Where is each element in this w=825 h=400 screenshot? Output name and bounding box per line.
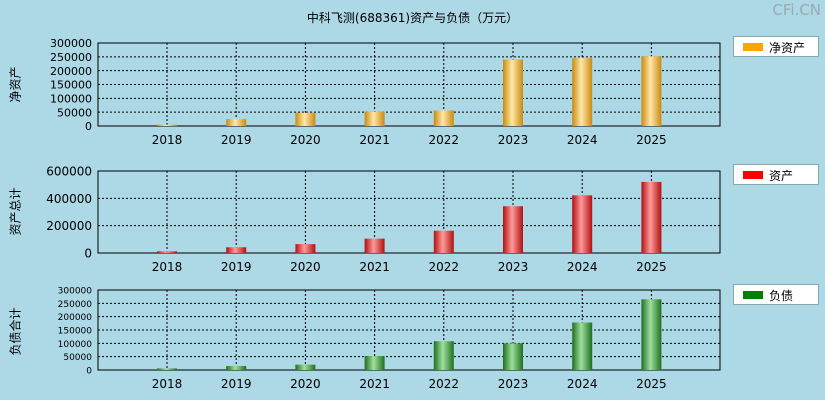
bar-liabilities-2025 [641, 299, 662, 370]
x-tick-label-net-assets: 2021 [359, 133, 390, 147]
bar-total-assets-2023 [503, 206, 523, 253]
bar-liabilities-2020 [295, 364, 316, 370]
x-tick-label-liabilities: 2020 [290, 377, 321, 391]
legend-net-assets: 净资产 [733, 36, 819, 57]
x-tick-label-total-assets: 2025 [636, 260, 667, 274]
legend-label-total-assets: 资产 [769, 169, 794, 183]
bar-net-assets-2023 [503, 59, 523, 126]
x-tick-label-liabilities: 2018 [152, 377, 183, 391]
bar-liabilities-2018 [157, 368, 177, 370]
x-tick-label-net-assets: 2023 [498, 133, 529, 147]
legend-swatch-net-assets [743, 43, 763, 51]
x-tick-label-net-assets: 2019 [221, 133, 252, 147]
bar-total-assets-2018 [157, 251, 177, 253]
legend-swatch-total-assets [743, 171, 763, 179]
y-tick-label-liabilities: 100000 [58, 340, 93, 350]
y-tick-label-total-assets: 400000 [46, 192, 92, 206]
legend-liabilities: 负债 [733, 284, 819, 305]
bar-liabilities-2021 [364, 356, 385, 370]
x-tick-label-liabilities: 2021 [359, 377, 390, 391]
bar-liabilities-2019 [226, 366, 247, 370]
x-tick-label-liabilities: 2022 [429, 377, 460, 391]
legend-label-net-assets: 净资产 [769, 41, 806, 55]
x-tick-label-total-assets: 2022 [429, 260, 460, 274]
x-tick-label-net-assets: 2024 [567, 133, 598, 147]
plot-area-total-assets [97, 170, 721, 254]
bar-liabilities-2023 [503, 343, 523, 370]
x-tick-label-liabilities: 2024 [567, 377, 598, 391]
y-tick-label-liabilities: 0 [86, 366, 92, 376]
bar-total-assets-2025 [641, 181, 662, 253]
x-tick-label-liabilities: 2025 [636, 377, 667, 391]
legend-total-assets: 资产 [733, 164, 819, 185]
bar-net-assets-2025 [641, 56, 662, 126]
bar-net-assets-2021 [364, 111, 385, 126]
x-tick-label-liabilities: 2019 [221, 377, 252, 391]
x-tick-label-total-assets: 2024 [567, 260, 598, 274]
bar-liabilities-2022 [433, 341, 454, 370]
bar-liabilities-2024 [572, 322, 593, 370]
y-tick-label-liabilities: 300000 [58, 286, 93, 296]
y-tick-label-net-assets: 100000 [50, 93, 92, 106]
y-tick-label-net-assets: 250000 [50, 51, 92, 64]
x-tick-label-total-assets: 2019 [221, 260, 252, 274]
y-tick-label-net-assets: 0 [85, 120, 92, 133]
x-tick-label-net-assets: 2020 [290, 133, 321, 147]
y-tick-label-net-assets: 50000 [57, 106, 92, 119]
bar-net-assets-2018 [157, 124, 177, 126]
y-tick-label-net-assets: 200000 [50, 65, 92, 78]
bar-net-assets-2020 [295, 112, 316, 126]
y-tick-label-liabilities: 50000 [63, 353, 92, 363]
ylabel-total-liabilities: 负债合计 [8, 307, 23, 356]
x-tick-label-total-assets: 2023 [498, 260, 529, 274]
bar-net-assets-2022 [433, 110, 454, 126]
bar-total-assets-2019 [226, 247, 247, 253]
ylabel-total-assets: 资产总计 [8, 187, 23, 236]
y-tick-label-net-assets: 300000 [50, 37, 92, 50]
x-tick-label-net-assets: 2025 [636, 133, 667, 147]
legend-swatch-liabilities [743, 291, 763, 299]
bar-total-assets-2020 [295, 244, 316, 253]
x-tick-label-total-assets: 2021 [359, 260, 390, 274]
x-tick-label-liabilities: 2023 [498, 377, 529, 391]
y-tick-label-liabilities: 150000 [58, 326, 93, 336]
watermark-logo: CFi.CN [772, 1, 821, 19]
chart-title: 中科飞测(688361)资产与负债（万元） [306, 11, 519, 25]
y-tick-label-total-assets: 0 [84, 247, 92, 261]
legend-label-liabilities: 负债 [769, 289, 794, 303]
bar-total-assets-2021 [364, 238, 385, 253]
x-tick-label-net-assets: 2018 [152, 133, 183, 147]
y-tick-label-total-assets: 200000 [46, 219, 92, 233]
y-tick-label-total-assets: 600000 [46, 165, 92, 179]
x-tick-label-total-assets: 2018 [152, 260, 183, 274]
bar-net-assets-2024 [572, 58, 593, 126]
y-tick-label-net-assets: 150000 [50, 79, 92, 92]
ylabel-net-assets: 净资产 [8, 66, 23, 103]
x-tick-label-net-assets: 2022 [429, 133, 460, 147]
plot-area-net-assets [97, 42, 721, 127]
y-tick-label-liabilities: 200000 [58, 313, 93, 323]
bar-net-assets-2019 [226, 119, 247, 126]
bar-total-assets-2022 [433, 230, 454, 253]
plot-area-liabilities [97, 289, 721, 371]
x-tick-label-total-assets: 2020 [290, 260, 321, 274]
bar-total-assets-2024 [572, 195, 593, 253]
y-tick-label-liabilities: 250000 [58, 300, 93, 310]
